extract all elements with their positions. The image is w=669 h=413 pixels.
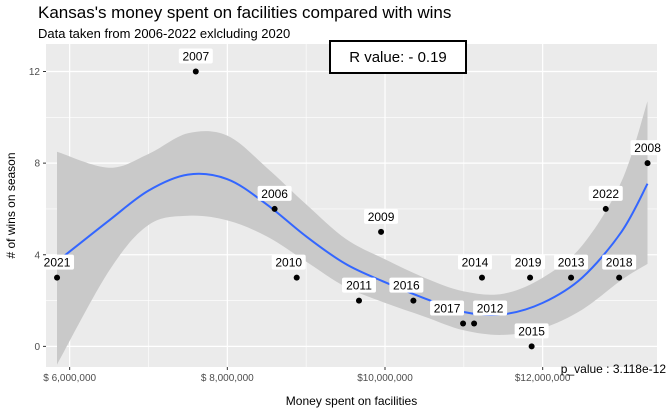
point-label-bg — [588, 185, 623, 201]
x-tick-label: $10,000,000 — [357, 373, 413, 384]
point-label-bg — [430, 300, 465, 316]
point-label-bg — [389, 277, 424, 293]
point-label: 2015 — [518, 324, 545, 338]
y-tick-label: 0 — [34, 342, 40, 353]
point-label-bg — [473, 300, 508, 316]
point-label-bg — [257, 185, 292, 201]
data-point — [478, 274, 485, 281]
point-label-bg — [178, 48, 213, 64]
point-label: 2013 — [558, 256, 585, 270]
point-label: 2006 — [261, 187, 288, 201]
data-points: 2006 2007 2008 2009 2010 2011 2012 2013 2014 2015… — [40, 48, 665, 350]
point-label-bg — [40, 254, 75, 270]
point-label: 2018 — [606, 256, 633, 270]
point-label-bg — [511, 254, 546, 270]
y-axis-title: # of wins on season — [4, 152, 18, 258]
confidence-band — [57, 101, 648, 365]
y-tick-label: 12 — [29, 67, 41, 78]
point-label-bg — [630, 140, 665, 156]
data-point — [471, 320, 478, 327]
axis-ticks: 0 4 8 12 $ 6,000,000 $ 8,000,000 $10,000,000 $1… — [29, 67, 571, 384]
chart-subtitle: Data taken from 2006-2022 exlcluding 202… — [38, 26, 291, 41]
r-value-box: R value: - 0.19 — [329, 40, 467, 74]
point-label: 2008 — [634, 141, 661, 155]
x-tick-label: $ 6,000,000 — [43, 373, 96, 384]
data-point — [527, 274, 534, 281]
data-point — [460, 320, 467, 327]
chart-title: Kansas's money spent on facilities compa… — [38, 3, 452, 22]
point-label: 2011 — [346, 279, 372, 293]
point-label-bg — [271, 254, 306, 270]
x-tick-label: $12,000,000 — [515, 373, 571, 384]
point-label-bg — [364, 208, 399, 224]
point-label: 2017 — [434, 301, 461, 315]
x-tick-label: $ 8,000,000 — [201, 373, 254, 384]
point-label: 2007 — [182, 49, 209, 63]
point-label: 2021 — [44, 256, 71, 270]
point-label: 2010 — [275, 256, 302, 270]
data-point — [410, 297, 417, 304]
x-axis-title: Money spent on facilities — [286, 394, 417, 408]
data-point — [378, 228, 385, 235]
point-label: 2009 — [368, 210, 395, 224]
point-label: 2014 — [462, 256, 489, 270]
data-point — [644, 160, 651, 167]
point-label-bg — [554, 254, 589, 270]
point-label: 2022 — [592, 187, 619, 201]
point-label-bg — [514, 323, 549, 339]
data-point — [528, 343, 535, 350]
data-point — [54, 274, 61, 281]
data-point — [192, 68, 199, 75]
data-point — [616, 274, 623, 281]
point-label: 2019 — [515, 256, 542, 270]
point-label-bg — [341, 277, 376, 293]
point-label: 2012 — [477, 301, 504, 315]
data-point — [568, 274, 575, 281]
data-point — [602, 205, 609, 212]
data-point — [293, 274, 300, 281]
point-label: 2016 — [393, 279, 420, 293]
r-value-text: R value: - 0.19 — [349, 48, 447, 66]
y-tick-label: 4 — [34, 250, 40, 261]
point-label-bg — [457, 254, 492, 270]
data-point — [271, 205, 278, 212]
p-value-annotation: p_value : 3.118e-12 — [561, 362, 667, 376]
point-label-bg — [602, 254, 637, 270]
data-point — [355, 297, 362, 304]
y-tick-label: 8 — [34, 159, 40, 170]
smooth-line — [56, 172, 649, 316]
